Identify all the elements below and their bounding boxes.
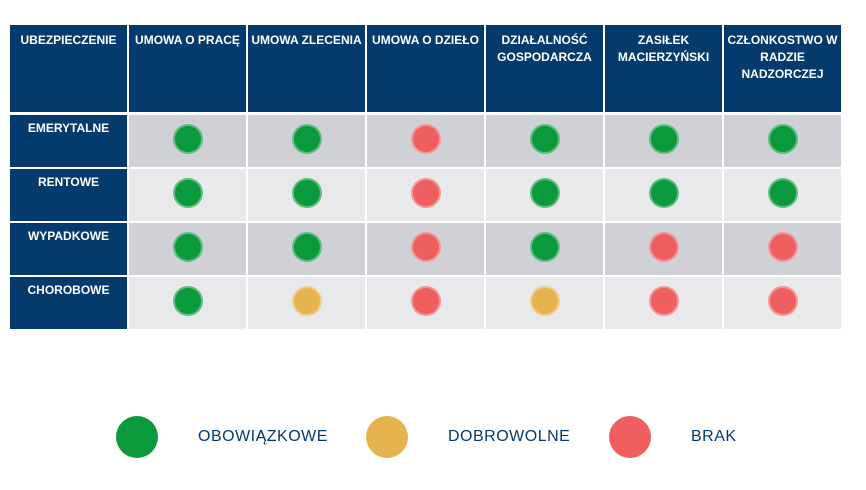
status-dot-brak [767,231,798,262]
table-cell [248,169,365,223]
table-cell [486,223,603,277]
table-cell [248,115,365,169]
legend-item-dobrowolne: DOBROWOLNE [366,416,570,458]
legend-swatch [116,416,158,458]
status-dot-obowiazkowe [767,177,798,208]
table-row: WYPADKOWE [10,223,841,277]
table-cell [129,115,246,169]
table-cell [129,169,246,223]
status-dot-obowiazkowe [291,231,322,262]
status-dot-obowiazkowe [172,177,203,208]
table-cell [605,223,722,277]
legend-item-brak: BRAK [609,416,737,458]
table-cell [367,169,484,223]
legend-label: DOBROWOLNE [448,428,571,445]
table-cell [605,169,722,223]
table-cell [486,115,603,169]
column-header: UMOWA ZLECENIA [248,25,365,115]
table-cell [486,277,603,331]
status-dot-brak [767,285,798,316]
table-cell [248,277,365,331]
table-cell [367,277,484,331]
status-dot-obowiazkowe [767,123,798,154]
status-dot-brak [410,123,441,154]
legend: OBOWIĄZKOWE DOBROWOLNE BRAK [0,416,866,460]
legend-swatch [366,416,408,458]
legend-swatch [609,416,651,458]
status-dot-dobrowolne [529,285,560,316]
table-row: CHOROBOWE [10,277,841,331]
row-label: RENTOWE [10,169,127,223]
row-label: WYPADKOWE [10,223,127,277]
table-row: RENTOWE [10,169,841,223]
status-dot-obowiazkowe [172,231,203,262]
table-cell [129,277,246,331]
status-dot-brak [410,285,441,316]
status-dot-obowiazkowe [172,123,203,154]
column-header: UMOWA O PRACĘ [129,25,246,115]
column-header: CZŁONKOSTWO W RADZIE NADZORCZEJ [724,25,841,115]
status-dot-obowiazkowe [529,177,560,208]
status-dot-brak [410,231,441,262]
table-cell [486,169,603,223]
table-cell [367,223,484,277]
status-dot-brak [648,285,679,316]
status-dot-obowiazkowe [529,231,560,262]
insurance-table: UBEZPIECZENIE UMOWA O PRACĘ UMOWA ZLECENI… [8,25,843,331]
table-cell [724,223,841,277]
table-cell [248,223,365,277]
column-header: UMOWA O DZIEŁO [367,25,484,115]
status-dot-obowiazkowe [291,177,322,208]
column-header: DZIAŁALNOŚĆ GOSPODARCZA [486,25,603,115]
legend-item-obowiazkowe: OBOWIĄZKOWE [116,416,328,458]
status-dot-brak [410,177,441,208]
table-cell [724,169,841,223]
status-dot-obowiazkowe [648,177,679,208]
status-dot-obowiazkowe [291,123,322,154]
status-dot-obowiazkowe [648,123,679,154]
table-row: EMERYTALNE [10,115,841,169]
row-label: EMERYTALNE [10,115,127,169]
table-cell [724,115,841,169]
header-corner: UBEZPIECZENIE [10,25,127,115]
table-cell [605,277,722,331]
row-label: CHOROBOWE [10,277,127,331]
status-dot-obowiazkowe [172,285,203,316]
column-header: ZASIŁEK MACIERZYŃSKI [605,25,722,115]
table-cell [129,223,246,277]
status-dot-brak [648,231,679,262]
table-cell [605,115,722,169]
status-dot-obowiazkowe [529,123,560,154]
status-dot-dobrowolne [291,285,322,316]
legend-label: OBOWIĄZKOWE [198,428,328,445]
table-cell [367,115,484,169]
table-cell [724,277,841,331]
legend-label: BRAK [691,428,737,445]
